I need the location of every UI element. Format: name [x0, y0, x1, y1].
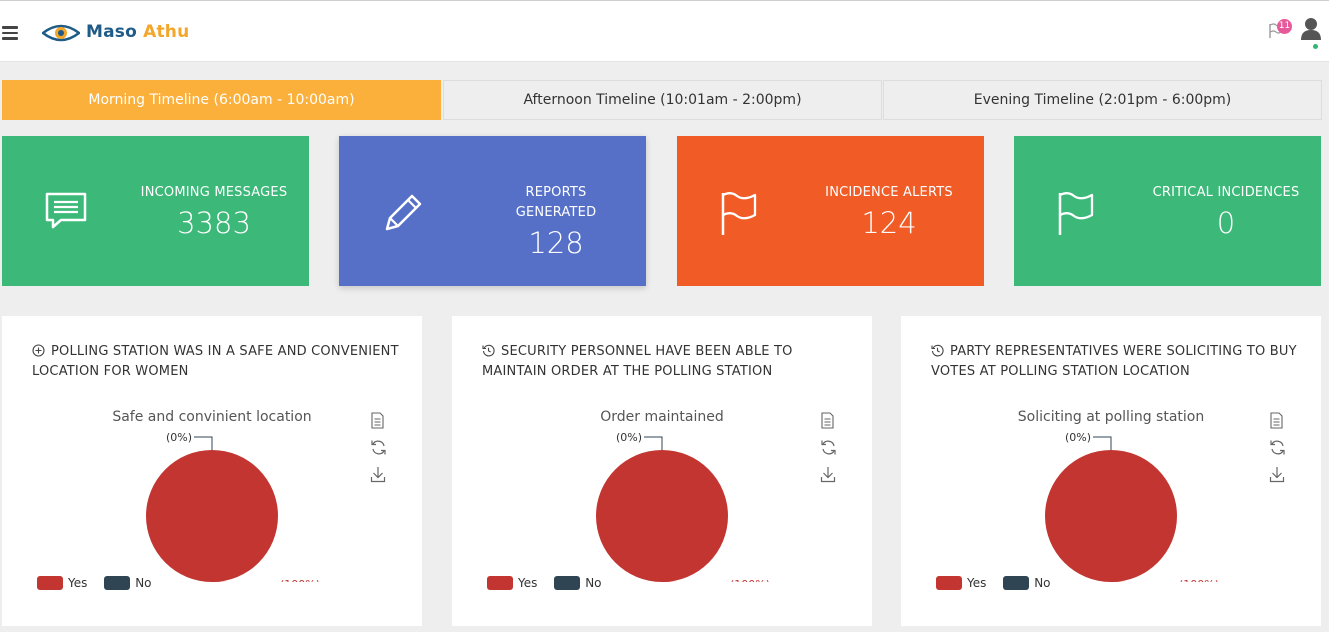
legend-swatch: [554, 576, 581, 590]
legend-item-no[interactable]: No: [1003, 576, 1051, 590]
user-icon[interactable]: [1300, 17, 1322, 41]
legend-label: Yes: [518, 576, 538, 590]
card-title-text: PARTY REPRESENTATIVES WERE SOLICITING TO…: [931, 344, 1297, 379]
data-view-icon[interactable]: [370, 412, 385, 429]
restore-icon[interactable]: [1269, 439, 1286, 456]
hamburger-menu-icon[interactable]: [2, 26, 18, 40]
legend-item-yes[interactable]: Yes: [487, 576, 537, 590]
chart-toolbox: [370, 412, 386, 493]
chart-toolbox: [1269, 412, 1285, 493]
pie-label-yes: (100%): [730, 578, 770, 582]
pie-slice-yes[interactable]: [146, 450, 278, 582]
chart-card-order-maintained: SECURITY PERSONNEL HAVE BEEN ABLE TO MAI…: [452, 316, 872, 626]
chart-title: Soliciting at polling station: [1018, 409, 1204, 425]
flag-icon: [721, 192, 757, 235]
legend-swatch: [936, 576, 962, 590]
message-icon: [45, 192, 87, 229]
legend-swatch: [104, 576, 131, 590]
legend-item-yes[interactable]: Yes: [37, 576, 87, 590]
download-icon[interactable]: [370, 466, 386, 483]
online-status-dot: [1313, 44, 1318, 49]
top-bar: Maso Athu 11: [0, 0, 1329, 62]
chart-legend: Yes No: [487, 576, 615, 590]
stat-value: 128: [528, 226, 584, 260]
card-title-text: SECURITY PERSONNEL HAVE BEEN ABLE TO MAI…: [482, 344, 793, 379]
eye-logo-icon: [42, 24, 80, 42]
stat-label: INCIDENCE ALERTS: [825, 185, 953, 200]
plus-circle-icon: [32, 344, 45, 357]
legend-swatch: [37, 576, 63, 590]
stat-incoming-messages[interactable]: INCOMING MESSAGES 3383: [2, 136, 309, 286]
brand-second: Athu: [143, 22, 190, 42]
chart-legend: Yes No: [37, 576, 165, 590]
card-title-text: POLLING STATION WAS IN A SAFE AND CONVEN…: [32, 344, 399, 379]
chart-toolbox: [820, 412, 836, 493]
legend-swatch: [487, 576, 513, 590]
stat-value: 124: [861, 206, 917, 240]
pie-chart: Order maintained (0%) (100%): [596, 409, 770, 582]
notification-badge[interactable]: 11: [1277, 19, 1292, 34]
download-icon[interactable]: [820, 466, 836, 483]
brand-name[interactable]: Maso Athu: [86, 22, 189, 42]
restore-icon[interactable]: [820, 439, 837, 456]
legend-label: No: [135, 576, 152, 590]
history-icon: [931, 344, 944, 357]
legend-label: No: [585, 576, 602, 590]
pie-label-yes: (100%): [1179, 578, 1219, 582]
flag-icon: [1058, 192, 1094, 235]
pie-chart: Safe and convinient location (0%) (100%): [112, 409, 320, 582]
stat-critical-incidences[interactable]: CRITICAL INCIDENCES 0: [1014, 136, 1321, 286]
card-title: SECURITY PERSONNEL HAVE BEEN ABLE TO MAI…: [482, 342, 852, 382]
pie-label-yes: (100%): [280, 578, 320, 582]
pie-label-no: (0%): [616, 431, 642, 444]
stat-label: CRITICAL INCIDENCES: [1152, 185, 1300, 200]
chart-legend: Yes No: [936, 576, 1064, 590]
tab-morning-timeline[interactable]: Morning Timeline (6:00am - 10:00am): [2, 80, 441, 120]
label-line-no: [644, 436, 663, 450]
stat-value: 3383: [177, 206, 251, 240]
stat-reports-generated[interactable]: REPORTS GENERATED 128: [339, 136, 646, 286]
legend-item-no[interactable]: No: [104, 576, 152, 590]
pie-label-no: (0%): [1065, 431, 1091, 444]
card-title: PARTY REPRESENTATIVES WERE SOLICITING TO…: [931, 342, 1301, 382]
pie-slice-yes[interactable]: [1045, 450, 1177, 582]
legend-item-no[interactable]: No: [554, 576, 602, 590]
legend-label: Yes: [967, 576, 987, 590]
brand-first: Maso: [86, 22, 137, 42]
chart-card-safe-location: POLLING STATION WAS IN A SAFE AND CONVEN…: [2, 316, 422, 626]
stat-label: INCOMING MESSAGES: [140, 185, 288, 200]
pie-slice-yes[interactable]: [596, 450, 728, 582]
tab-evening-timeline[interactable]: Evening Timeline (2:01pm - 6:00pm): [883, 80, 1322, 120]
label-line-no: [194, 436, 213, 450]
legend-item-yes[interactable]: Yes: [936, 576, 986, 590]
restore-icon[interactable]: [370, 439, 387, 456]
card-title: POLLING STATION WAS IN A SAFE AND CONVEN…: [32, 342, 402, 382]
pie-label-no: (0%): [166, 431, 192, 444]
chart-title: Order maintained: [600, 409, 724, 425]
label-line-no: [1093, 436, 1112, 450]
chart-card-vote-soliciting: PARTY REPRESENTATIVES WERE SOLICITING TO…: [901, 316, 1321, 626]
stat-incidence-alerts[interactable]: INCIDENCE ALERTS 124: [677, 136, 984, 286]
tab-afternoon-timeline[interactable]: Afternoon Timeline (10:01am - 2:00pm): [443, 80, 882, 120]
data-view-icon[interactable]: [820, 412, 835, 429]
data-view-icon[interactable]: [1269, 412, 1284, 429]
download-icon[interactable]: [1269, 466, 1285, 483]
stat-value: 0: [1216, 206, 1236, 240]
history-icon: [482, 344, 495, 357]
pencil-icon: [385, 194, 422, 231]
chart-title: Safe and convinient location: [112, 409, 311, 425]
legend-label: No: [1034, 576, 1051, 590]
stat-label: REPORTS GENERATED: [515, 185, 597, 220]
pie-chart: Soliciting at polling station (0%) (100%): [1018, 409, 1219, 582]
legend-label: Yes: [68, 576, 88, 590]
legend-swatch: [1003, 576, 1030, 590]
